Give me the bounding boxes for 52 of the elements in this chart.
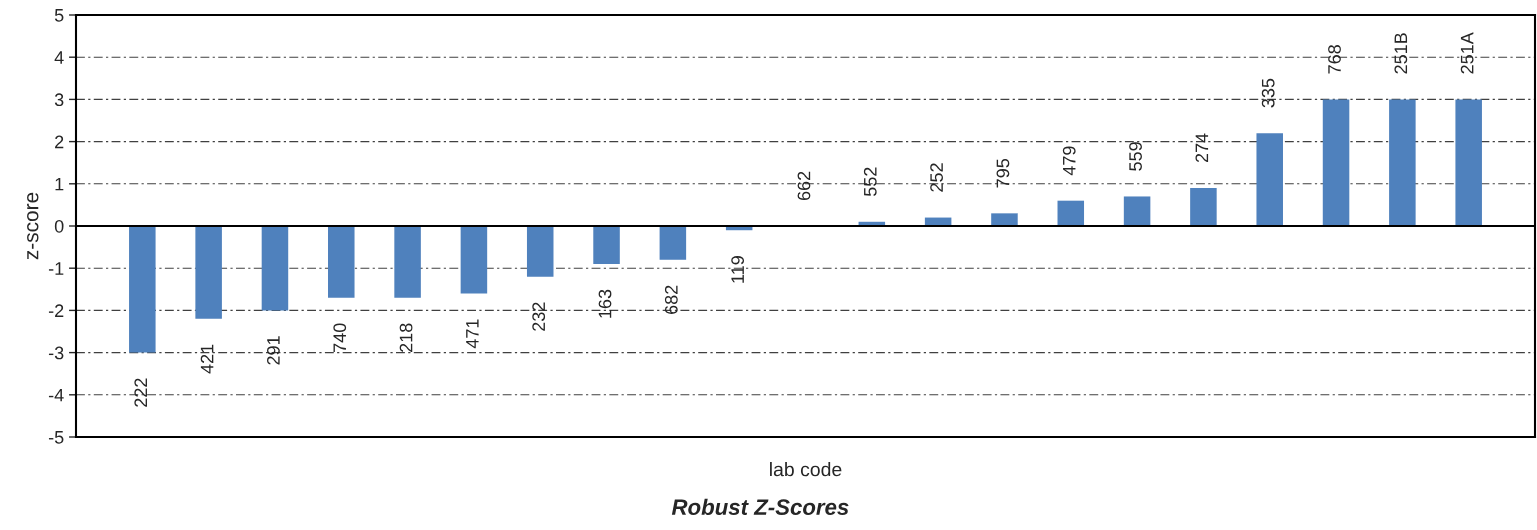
- bar: [1256, 133, 1283, 226]
- x-tick-label: 251B: [1394, 33, 1408, 74]
- x-tick-label: 252: [930, 163, 943, 192]
- bar: [991, 213, 1018, 226]
- x-tick-label: 222: [134, 378, 147, 407]
- bar: [460, 226, 488, 294]
- x-tick-label: 335: [1261, 78, 1275, 108]
- y-tick-label: 2: [55, 135, 64, 149]
- bar: [394, 226, 421, 298]
- x-axis-title: lab code: [770, 462, 842, 477]
- x-tick-label: 163: [598, 289, 612, 318]
- y-tick-label: 3: [54, 93, 64, 107]
- text: Robust Z-Scores: [671, 498, 849, 516]
- bar: [1455, 99, 1482, 226]
- y-tick-label: -2: [48, 304, 64, 317]
- x-tick-label: 251A: [1460, 32, 1474, 74]
- y-tick-label: 0: [54, 219, 64, 233]
- x-tick-label: 768: [1328, 45, 1341, 74]
- bar: [526, 226, 554, 277]
- x-tick-label: 274: [1195, 133, 1209, 163]
- y-tick-label: -5: [48, 431, 64, 444]
- x-tick-label: 740: [333, 323, 347, 352]
- y-tick-label: -1: [48, 262, 64, 275]
- x-tick-label: 552: [863, 167, 877, 197]
- bar: [1123, 196, 1151, 226]
- x-tick-label: 662: [797, 171, 811, 201]
- bar: [593, 226, 620, 264]
- bar: [1322, 99, 1350, 226]
- bar: [328, 226, 355, 298]
- y-tick-label: -3: [48, 346, 64, 360]
- y-tick-label: 5: [54, 9, 64, 22]
- y-tick-label: -4: [48, 388, 64, 402]
- bar: [1389, 99, 1416, 226]
- y-tick-label: 1: [55, 177, 64, 191]
- y-axis-title: z-score: [27, 192, 39, 260]
- x-tick-label: 682: [664, 285, 678, 314]
- bar: [1190, 188, 1217, 226]
- x-tick-label: 421: [200, 344, 214, 374]
- bar: [195, 226, 222, 319]
- x-tick-label: 218: [399, 323, 413, 352]
- x-tick-label: 795: [996, 158, 1010, 188]
- bar: [659, 226, 687, 260]
- bar: [261, 226, 289, 311]
- bar: [1057, 200, 1085, 226]
- x-tick-label: 559: [1129, 142, 1142, 171]
- x-tick-label: 479: [1062, 146, 1076, 176]
- bar: [129, 226, 156, 353]
- y-tick-label: 4: [54, 51, 64, 64]
- x-tick-label: 119: [731, 256, 745, 283]
- x-tick-label: 471: [466, 319, 479, 349]
- x-tick-label: 291: [267, 336, 280, 365]
- x-tick-label: 232: [532, 302, 546, 331]
